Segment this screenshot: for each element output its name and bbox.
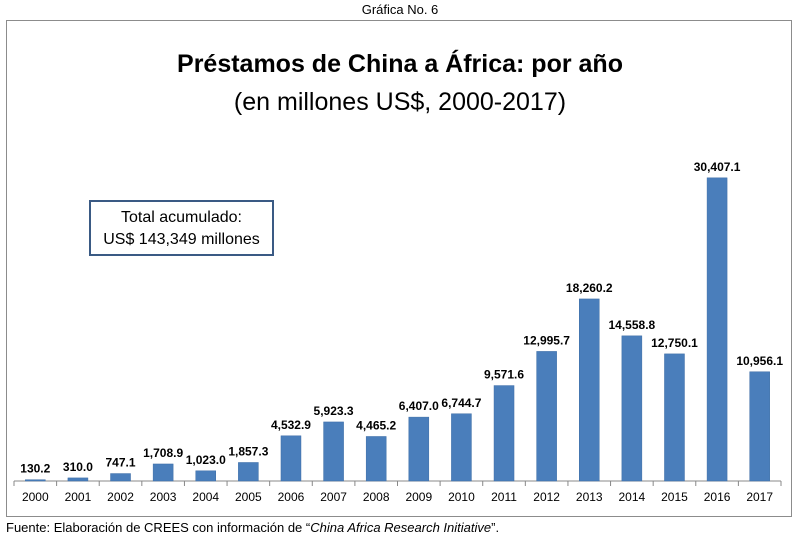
bar-2013 — [579, 298, 600, 482]
bar-2016 — [706, 177, 728, 482]
data-label-2011: 9,571.6 — [484, 368, 524, 382]
x-tick-label-2004: 2004 — [192, 490, 219, 504]
bar-2000 — [25, 479, 46, 482]
bar-2007 — [323, 421, 344, 482]
data-label-2007: 5,923.3 — [314, 404, 354, 418]
bar-2003 — [152, 463, 174, 482]
data-label-2014: 14,558.8 — [609, 318, 656, 332]
x-tick-label-2011: 2011 — [491, 490, 517, 504]
x-tick-label-2006: 2006 — [278, 490, 305, 504]
chart-subtitle: (en millones US$, 2000-2017) — [233, 88, 567, 116]
x-tick-label-2001: 2001 — [65, 490, 92, 504]
x-tick-label-2000: 2000 — [22, 490, 49, 504]
bar-2017 — [749, 371, 770, 482]
data-label-2000: 130.2 — [20, 462, 50, 476]
bar-2015 — [664, 353, 685, 482]
x-tick-label-2005: 2005 — [235, 490, 262, 504]
x-tick-label-2008: 2008 — [363, 490, 390, 504]
bar-2001 — [67, 477, 89, 482]
total-accumulated-box: Total acumulado: US$ 143,349 millones — [89, 200, 274, 256]
bar-2009 — [408, 416, 430, 482]
data-label-2003: 1,708.9 — [143, 446, 183, 460]
source-italic: China Africa Research Initiative — [310, 520, 492, 535]
bar-2004 — [195, 470, 216, 482]
bar-2006 — [280, 435, 302, 482]
x-tick-label-2012: 2012 — [533, 490, 560, 504]
total-label: Total acumulado: — [121, 209, 242, 226]
bar-2011 — [493, 385, 515, 482]
x-tick-label-2014: 2014 — [619, 490, 646, 504]
total-value: US$ 143,349 millones — [103, 231, 260, 248]
source-suffix: ”. — [491, 520, 500, 535]
x-tick-label-2013: 2013 — [576, 490, 603, 504]
x-tick-label-2017: 2017 — [746, 490, 773, 504]
chart-title: Préstamos de China a África: por año — [177, 50, 623, 78]
data-label-2016: 30,407.1 — [694, 160, 741, 174]
data-label-2008: 4,465.2 — [356, 418, 396, 432]
data-label-2002: 747.1 — [106, 456, 136, 470]
data-label-2013: 18,260.2 — [566, 281, 613, 295]
data-label-2012: 12,995.7 — [523, 333, 570, 347]
source-prefix: Fuente: Elaboración de CREES con informa… — [6, 520, 311, 535]
data-label-2004: 1,023.0 — [186, 453, 226, 467]
x-tick-label-2016: 2016 — [704, 490, 731, 504]
data-label-2009: 6,407.0 — [399, 399, 439, 413]
bar-2008 — [365, 436, 387, 482]
bar-2005 — [238, 462, 259, 482]
data-label-2001: 310.0 — [63, 460, 93, 474]
x-tick-label-2009: 2009 — [405, 490, 432, 504]
data-label-2015: 12,750.1 — [651, 336, 698, 350]
x-tick-label-2003: 2003 — [150, 490, 177, 504]
data-label-2005: 1,857.3 — [228, 444, 268, 458]
figure-caption: Gráfica No. 6 — [361, 2, 439, 17]
x-tick-label-2015: 2015 — [661, 490, 688, 504]
bar-2010 — [451, 413, 472, 482]
x-tick-label-2007: 2007 — [320, 490, 347, 504]
bar-2002 — [110, 473, 131, 482]
x-tick-label-2002: 2002 — [107, 490, 134, 504]
data-label-2006: 4,532.9 — [271, 418, 311, 432]
x-tick-label-2010: 2010 — [448, 490, 475, 504]
bar-2014 — [621, 335, 643, 482]
chart-frame — [6, 20, 792, 517]
data-label-2017: 10,956.1 — [736, 354, 783, 368]
bar-2012 — [536, 351, 557, 482]
data-label-2010: 6,744.7 — [441, 396, 481, 410]
source-note: Fuente: Elaboración de CREES con informa… — [6, 520, 499, 535]
